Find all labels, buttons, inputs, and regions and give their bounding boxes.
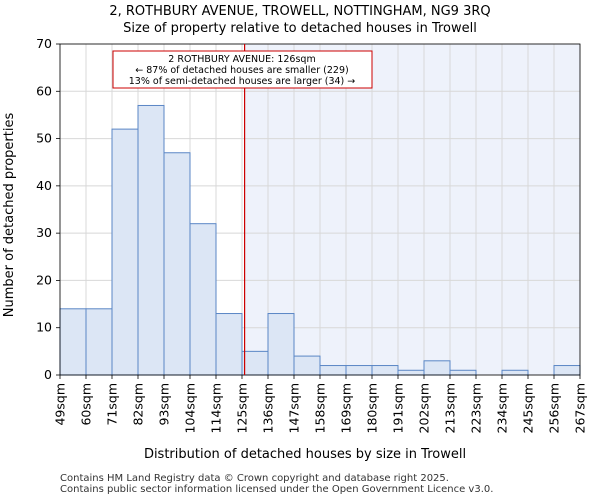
- x-tick-label: 256sqm: [547, 383, 562, 433]
- x-tick-label: 114sqm: [209, 383, 224, 433]
- bar: [371, 365, 399, 376]
- bar: [189, 223, 217, 376]
- x-tick-label: 71sqm: [105, 383, 120, 426]
- y-tick-label: 10: [36, 320, 52, 335]
- bar: [449, 369, 477, 376]
- bar: [111, 128, 139, 376]
- bar: [501, 369, 529, 376]
- y-tick-label: 0: [44, 367, 52, 382]
- bar: [163, 152, 191, 376]
- x-tick-label: 223sqm: [469, 383, 484, 433]
- x-tick-label: 180sqm: [365, 383, 380, 433]
- annotation-smaller: ← 87% of detached houses are smaller (22…: [135, 65, 348, 76]
- x-tick-label: 245sqm: [521, 383, 536, 433]
- y-axis-label: Number of detached properties: [2, 113, 17, 318]
- x-tick-label: 213sqm: [443, 383, 458, 433]
- x-tick-label: 267sqm: [573, 383, 588, 433]
- y-tick-label: 60: [36, 83, 52, 98]
- x-tick-label: 191sqm: [391, 383, 406, 433]
- bar: [137, 104, 165, 376]
- bar: [319, 365, 347, 376]
- bar: [241, 350, 269, 376]
- x-tick-label: 136sqm: [261, 383, 276, 433]
- chart-subtitle: Size of property relative to detached ho…: [123, 21, 477, 36]
- bar: [293, 355, 321, 376]
- y-tick-label: 30: [36, 225, 52, 240]
- x-tick-label: 169sqm: [339, 383, 354, 433]
- bar: [397, 369, 425, 376]
- x-tick-label: 234sqm: [495, 383, 510, 433]
- footer-licence: Contains public sector information licen…: [60, 484, 494, 495]
- bar: [215, 313, 243, 376]
- bar: [85, 308, 113, 376]
- x-axis-label: Distribution of detached houses by size …: [144, 447, 466, 462]
- x-tick-label: 49sqm: [53, 383, 68, 426]
- chart-title: 2, ROTHBURY AVENUE, TROWELL, NOTTINGHAM,…: [109, 4, 490, 19]
- annotation-box: [112, 50, 373, 89]
- x-tick-label: 93sqm: [157, 383, 172, 426]
- bar: [553, 365, 581, 376]
- x-tick-label: 158sqm: [313, 383, 328, 433]
- x-tick-label: 104sqm: [183, 383, 198, 433]
- plot-area: 0 10 20 30 40 50 60 70 49sqm 60sqm 71sqm 82sqm 93sqm…: [36, 36, 587, 433]
- x-tick-label: 202sqm: [417, 383, 432, 433]
- bar: [59, 308, 87, 376]
- bar: [345, 365, 373, 376]
- x-tick-label: 82sqm: [131, 383, 146, 426]
- bar: [423, 360, 451, 376]
- footer-copyright: Contains HM Land Registry data © Crown c…: [60, 473, 449, 484]
- x-tick-label: 147sqm: [287, 383, 302, 433]
- highlight-region: [244, 44, 580, 375]
- annotation-larger: 13% of semi-detached houses are larger (…: [129, 76, 356, 87]
- y-tick-label: 20: [36, 272, 52, 287]
- annotation-title: 2 ROTHBURY AVENUE: 126sqm: [168, 54, 315, 65]
- x-tick-label: 60sqm: [79, 383, 94, 426]
- x-tick-label: 125sqm: [235, 383, 250, 433]
- y-tick-label: 40: [36, 178, 52, 193]
- y-tick-label: 50: [36, 131, 52, 146]
- bar: [267, 313, 295, 376]
- y-tick-label: 70: [36, 36, 52, 51]
